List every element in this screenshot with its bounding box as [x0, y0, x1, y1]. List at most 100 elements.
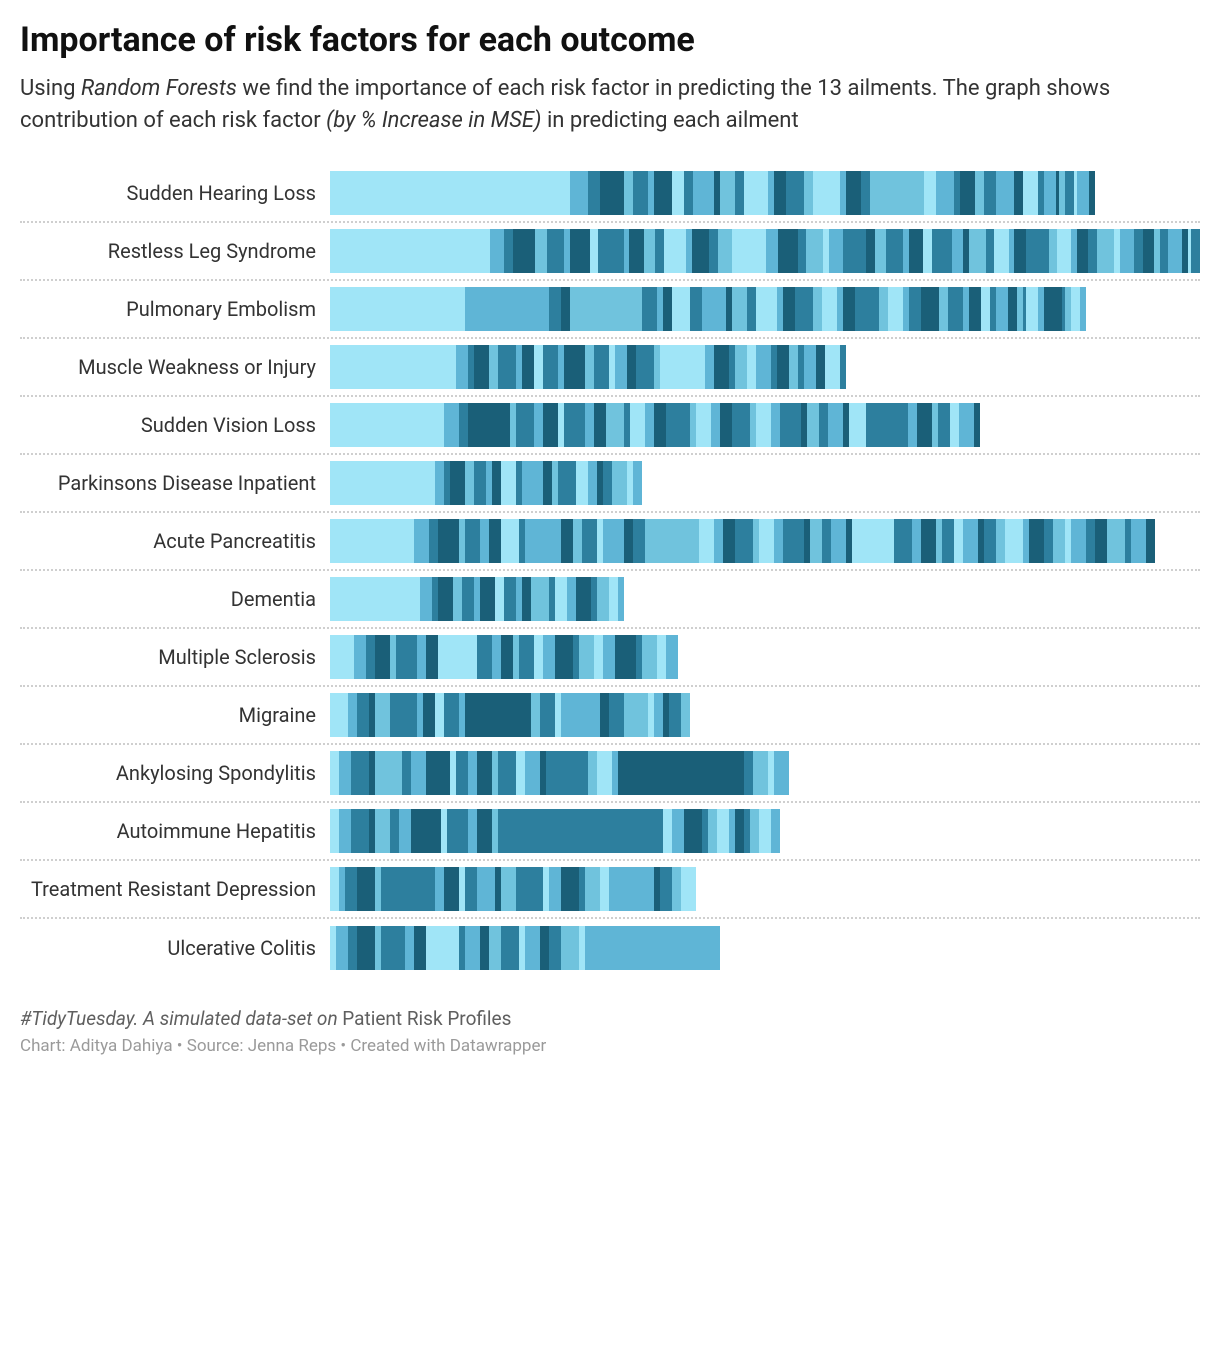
bar-segment [522, 461, 543, 505]
bar-segment [531, 577, 549, 621]
stacked-bar [330, 171, 1095, 215]
stacked-bar [330, 751, 789, 795]
bar-segment [735, 345, 747, 389]
bar-segment [501, 519, 519, 563]
bar-segment [699, 519, 714, 563]
bar-segment [921, 519, 936, 563]
bar-segment [660, 345, 705, 389]
bar-segment [750, 809, 759, 853]
bar-segment [474, 461, 486, 505]
bar-segment [399, 809, 411, 853]
bar-segment [732, 403, 750, 447]
bar-segment [819, 403, 828, 447]
bar-segment [666, 635, 678, 679]
stacked-bar [330, 229, 1200, 273]
bar-segment [549, 287, 561, 331]
bar-segment [975, 171, 984, 215]
bar-segment [789, 345, 798, 389]
bar-segment [780, 403, 801, 447]
bar-segment [1071, 519, 1086, 563]
chart-row: Sudden Hearing Loss [20, 165, 1200, 223]
bar-segment [672, 171, 684, 215]
chart-row: Pulmonary Embolism [20, 281, 1200, 339]
bar-segment [786, 171, 804, 215]
bar-segment [468, 751, 477, 795]
bar-segment [866, 403, 908, 447]
bar-segment [870, 171, 924, 215]
bar-segment [963, 519, 978, 563]
bar-segment [633, 461, 642, 505]
bar-track [330, 867, 1200, 911]
bar-segment [480, 519, 489, 563]
bar-segment [598, 229, 624, 273]
bar-segment [462, 577, 474, 621]
bar-segment [501, 867, 516, 911]
bar-segment [597, 751, 612, 795]
bar-segment [684, 809, 702, 853]
bar-segment [663, 809, 672, 853]
bar-segment [465, 287, 549, 331]
bar-segment [444, 403, 459, 447]
bar-segment [582, 519, 597, 563]
bar-segment [438, 519, 459, 563]
bar-segment [498, 751, 516, 795]
bar-segment [615, 635, 636, 679]
row-label: Autoimmune Hepatitis [20, 819, 330, 843]
bar-segment [489, 926, 501, 970]
row-label: Pulmonary Embolism [20, 297, 330, 321]
bar-segment [1077, 171, 1089, 215]
stacked-bar [330, 403, 981, 447]
bar-segment [630, 403, 645, 447]
bar-segment [564, 345, 585, 389]
bar-segment [810, 519, 822, 563]
bar-segment [778, 229, 798, 273]
bar-segment [504, 577, 516, 621]
bar-segment [570, 171, 588, 215]
row-label: Migraine [20, 703, 330, 727]
bar-segment [696, 403, 711, 447]
bar-segment [498, 345, 516, 389]
bar-segment [732, 287, 747, 331]
bar-segment [723, 519, 735, 563]
bar-segment [759, 809, 771, 853]
bar-segment [330, 867, 339, 911]
bar-segment [330, 809, 339, 853]
bar-segment [495, 577, 504, 621]
bar-segment [414, 519, 429, 563]
bar-segment [522, 577, 531, 621]
bar-segment [597, 577, 609, 621]
bar-segment [1053, 519, 1065, 563]
bar-segment [888, 287, 903, 331]
bar-segment [1086, 519, 1095, 563]
row-label: Muscle Weakness or Injury [20, 355, 330, 379]
chart-row: Sudden Vision Loss [20, 397, 1200, 455]
bar-segment [645, 519, 699, 563]
bar-segment [609, 577, 618, 621]
bar-segment [477, 635, 492, 679]
bar-segment [843, 229, 866, 273]
bar-segment [396, 635, 417, 679]
bar-segment [923, 229, 932, 273]
bar-segment [636, 345, 654, 389]
bar-segment [708, 809, 717, 853]
bar-segment [489, 519, 501, 563]
bar-segment [570, 229, 590, 273]
bar-segment [660, 867, 672, 911]
bar-segment [1160, 229, 1169, 273]
bar-segment [474, 345, 489, 389]
bar-segment [561, 519, 573, 563]
bar-segment [828, 403, 843, 447]
bar-segment [357, 693, 369, 737]
bar-segment [909, 229, 923, 273]
bar-segment [783, 287, 795, 331]
bar-segment [585, 926, 720, 970]
bar-segment [855, 287, 879, 331]
bar-segment [744, 171, 768, 215]
bar-segment [390, 693, 417, 737]
bar-segment [516, 751, 525, 795]
chart-row: Autoimmune Hepatitis [20, 803, 1200, 861]
bar-segment [522, 345, 534, 389]
bar-segment [1080, 287, 1086, 331]
bar-segment [477, 751, 492, 795]
bar-segment [744, 751, 753, 795]
